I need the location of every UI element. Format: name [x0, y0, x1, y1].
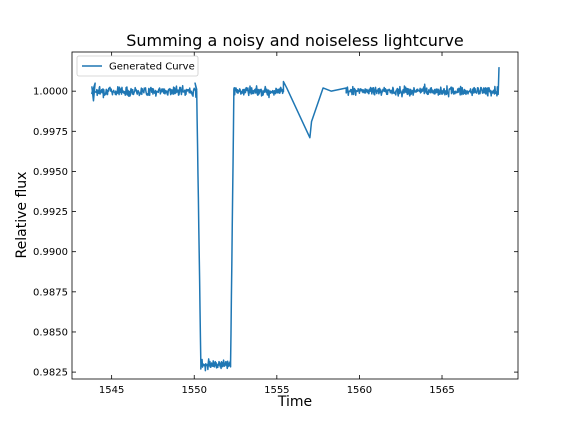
legend-box [76, 55, 199, 77]
y-tick-label: 0.9975 [33, 127, 68, 138]
legend-entry-generated-curve: Generated Curve [109, 62, 195, 73]
y-tick-label: 1.0000 [33, 87, 68, 98]
x-tick-label: 1550 [182, 385, 207, 396]
x-tick-label: 1560 [347, 385, 372, 396]
x-axis-ticks: 1545 1550 1555 1560 1565 [99, 52, 455, 396]
y-tick-label: 0.9925 [33, 207, 68, 218]
y-tick-label: 0.9900 [33, 247, 68, 258]
x-axis-label: Time [277, 394, 312, 410]
plot-frame [71, 51, 519, 380]
y-tick-label: 0.9950 [33, 167, 68, 178]
x-tick-label: 1545 [99, 385, 124, 396]
x-tick-label: 1555 [264, 385, 289, 396]
y-tick-label: 0.9825 [33, 368, 68, 379]
chart-title: Summing a noisy and noiseless lightcurve [126, 31, 464, 50]
y-tick-label: 0.9850 [33, 327, 68, 338]
y-axis-ticks: 0.9825 0.9850 0.9875 0.9900 0.9925 0.9950 0.99… [33, 87, 518, 379]
y-axis-label: Relative flux [14, 172, 30, 259]
series-line-generated-curve [91, 67, 500, 372]
x-tick-label: 1565 [429, 385, 454, 396]
legend: Generated Curve [76, 55, 199, 77]
y-tick-label: 0.9875 [33, 287, 68, 298]
